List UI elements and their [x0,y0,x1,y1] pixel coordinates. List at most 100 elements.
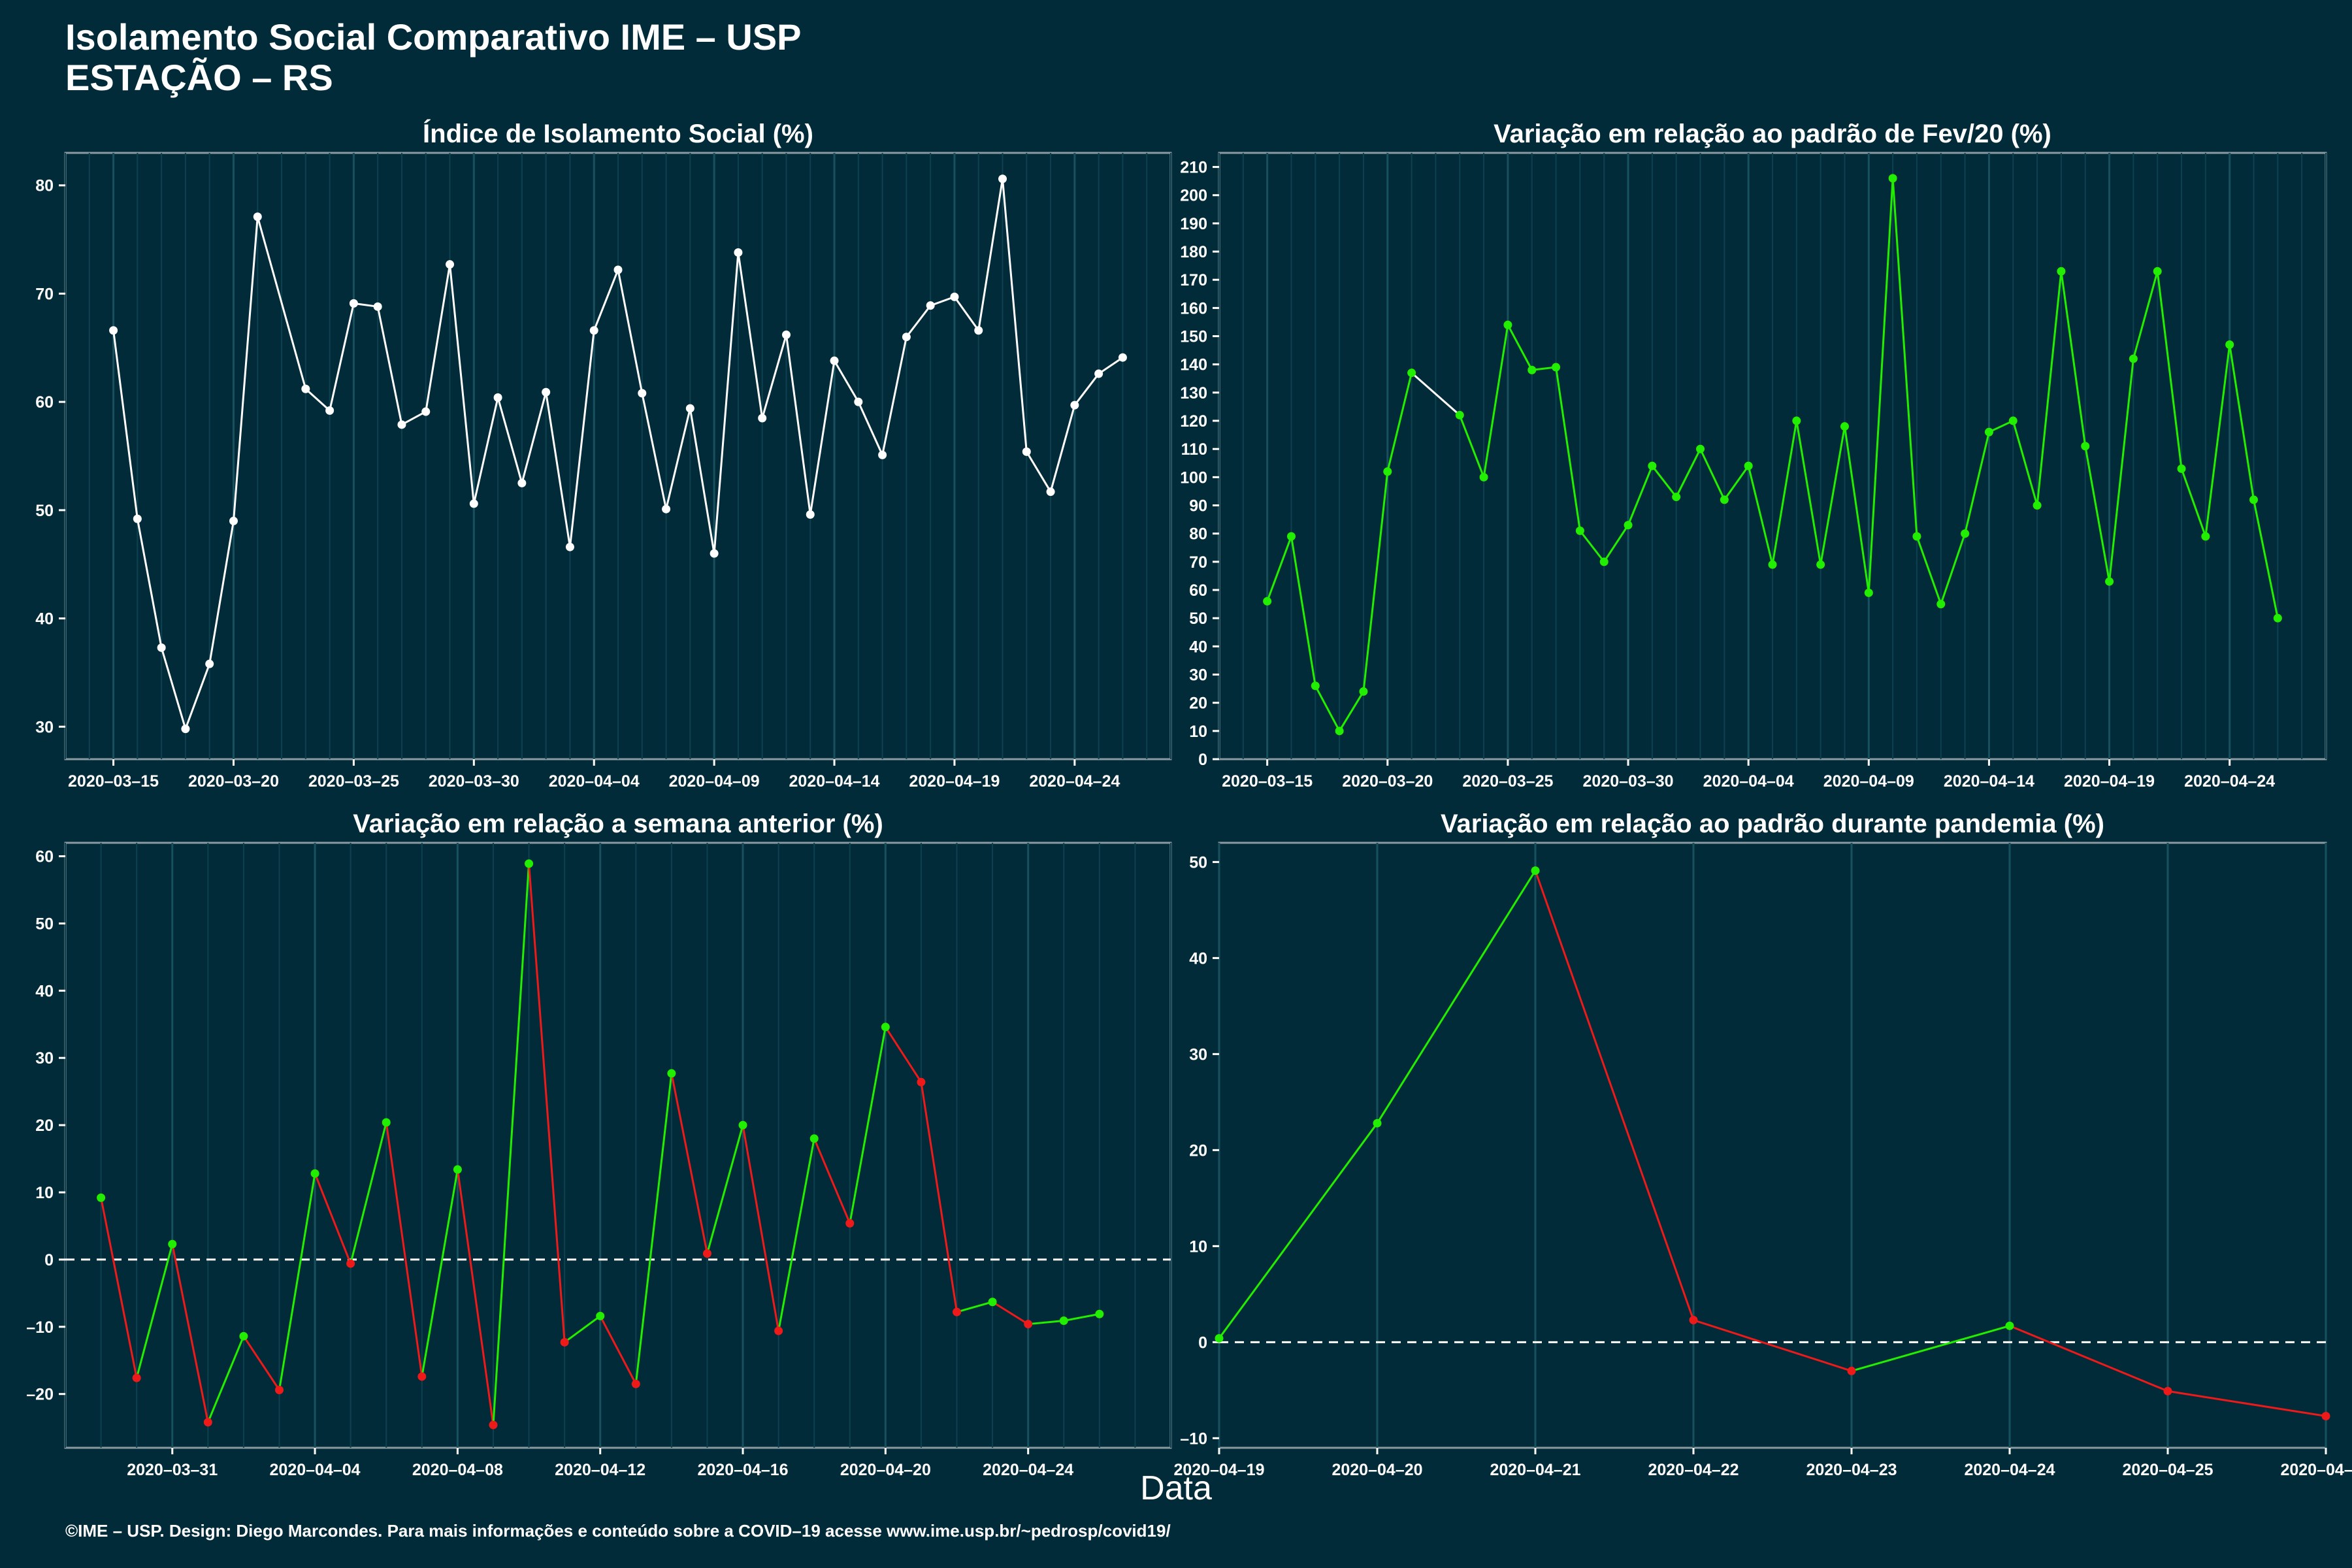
series-segment [232,216,259,521]
series-segment [641,393,668,510]
data-point [1936,600,1946,609]
series-segment [206,1335,245,1423]
series-segment [136,518,163,648]
series-segment [2108,358,2134,582]
y-tick-label: –20 [26,1386,54,1404]
series-segment [256,216,307,389]
y-tick-label: 40 [1189,638,1207,656]
data-point [1407,368,1416,378]
series-segment [617,269,644,394]
series-segment [1820,426,1846,565]
data-point [203,1418,212,1427]
data-point [1624,521,1633,530]
series-segment [1675,448,1701,498]
data-point [157,643,166,652]
series-segment [670,1073,708,1254]
data-point [325,406,335,415]
x-tick-label: 2020–04–26 [2280,1461,2352,1479]
x-tick-label: 2020–03–31 [127,1461,218,1479]
series-segment [1028,1320,1064,1326]
title-line-2: ESTAÇÃO – RS [65,57,333,98]
series-segment [208,521,235,664]
series-segment [1699,448,1725,500]
data-point [517,478,527,487]
data-point [1335,727,1344,736]
data-point [1527,365,1537,374]
series-segment [456,1169,495,1426]
series-segment [742,1124,780,1331]
data-point [2008,416,2017,425]
data-point [2249,495,2259,504]
series-segment [634,1073,673,1384]
y-tick-label: 190 [1180,215,1207,233]
series-segment [813,1138,851,1224]
footer-credit: ©IME – USP. Design: Diego Marcondes. Par… [65,1521,1171,1541]
data-point [2005,1321,2014,1330]
series-segment [1002,178,1028,452]
series-segment [425,264,451,412]
series-segment [2084,446,2111,582]
data-point [453,1165,462,1174]
series-segment [1266,536,1292,602]
data-point [1311,681,1320,691]
series-segment [1411,372,1461,416]
data-point [2321,1411,2330,1420]
data-point [97,1193,106,1202]
plot-area [1218,841,2327,1449]
y-tick-label: 140 [1180,356,1207,374]
data-point [1599,557,1609,566]
data-point [1912,532,1921,541]
x-tick-label: 2020–04–14 [1944,772,2034,791]
series-segment [1063,1313,1100,1322]
data-point [2163,1386,2172,1396]
x-tick-label: 2020–03–20 [1342,772,1433,791]
y-tick-label: 10 [1189,723,1207,741]
series-segment [2009,1324,2168,1392]
y-tick-label: 40 [35,982,54,1000]
data-point [988,1298,997,1307]
x-tick-label: 2020–03–25 [1462,772,1553,791]
x-tick-label: 2020–04–25 [2122,1461,2213,1479]
data-point [1070,400,1079,410]
y-tick-label: 0 [1198,751,1207,769]
data-point [417,1372,427,1381]
chart-panel-2: 2020–03–15 2020–03–20 2020–03–25 2020–03–30… [1180,120,2327,791]
data-point [469,499,478,508]
series-segment [1891,178,1918,537]
y-tick-label: 60 [35,848,54,866]
data-point [702,1249,711,1258]
data-point [1672,493,1681,502]
y-tick-label: 0 [1198,1333,1207,1352]
x-tick-label: 2020–04–20 [1331,1461,1422,1479]
data-point [1575,526,1584,535]
data-point [1479,472,1488,482]
series-segment [545,391,571,547]
data-point [854,397,863,406]
data-point [1888,174,1897,183]
y-tick-label: 110 [1181,440,1207,459]
y-tick-label: 150 [1180,328,1207,346]
series-segment [472,397,499,504]
data-point [1383,467,1392,476]
data-point [1359,687,1368,696]
series-segment [881,336,907,455]
data-point [1022,447,1031,456]
series-segment [184,663,211,730]
y-tick-label: 200 [1180,187,1207,205]
y-tick-label: –10 [26,1318,54,1337]
series-segment [564,1315,601,1343]
data-point [758,414,767,423]
data-point [493,393,502,402]
series-segment [920,1082,958,1313]
y-tick-label: 50 [35,915,54,933]
series-segment [112,330,139,519]
x-tick-label: 2020–04–14 [789,772,880,791]
x-tick-label: 2020–03–15 [68,772,159,791]
series-segment [1507,324,1533,371]
series-segment [930,295,955,307]
series-segment [314,1173,352,1264]
data-point [133,514,142,523]
data-point [382,1118,391,1127]
data-point [881,1022,890,1032]
series-segment [593,269,619,331]
